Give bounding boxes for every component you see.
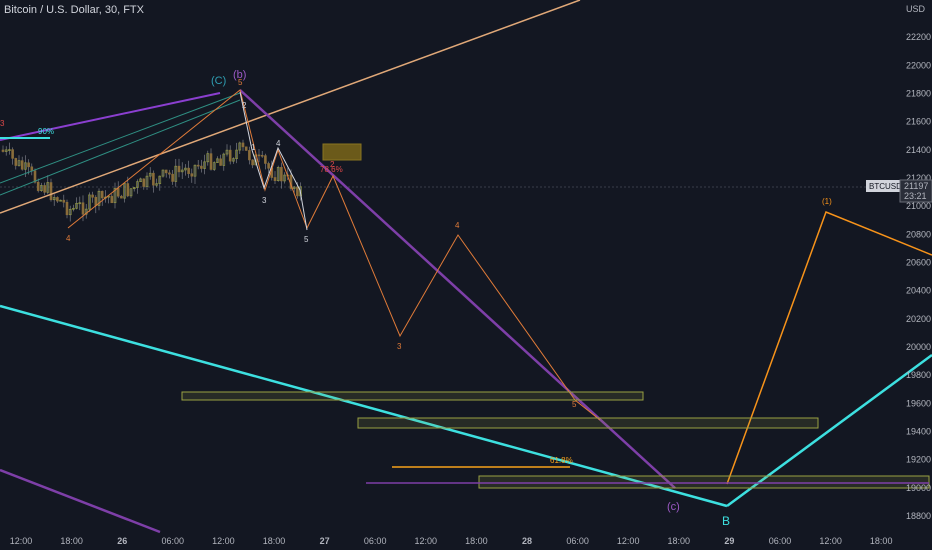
wave-corr-b: (b) — [233, 69, 246, 81]
time-tick-label: 12:00 — [415, 536, 438, 546]
wave-corr-C: (C) — [211, 75, 226, 87]
price-tick-label: 20200 — [906, 314, 931, 324]
fib-90-label: 90% — [38, 127, 54, 136]
pct-label: 78.6% — [320, 165, 343, 174]
time-tick-label: 06:00 — [769, 536, 792, 546]
price-tick-label: 20600 — [906, 258, 931, 268]
purple-lower-line[interactable] — [0, 468, 161, 534]
price-tick-label: 19400 — [906, 427, 931, 437]
time-tick-label: 18:00 — [870, 536, 893, 546]
cyan-rebound-line[interactable] — [726, 353, 932, 508]
wave-corr-c: (c) — [667, 501, 680, 513]
pivot-label: 2 — [330, 160, 335, 169]
teal-channel-line-2[interactable] — [0, 99, 241, 196]
time-tick-label: 12:00 — [617, 536, 640, 546]
support-zone-1[interactable] — [181, 391, 644, 401]
wave-B: B — [722, 514, 730, 528]
symbol-tag — [866, 180, 900, 192]
price-tick-label: 19000 — [906, 483, 931, 493]
price-tag-countdown: 23:21 — [904, 191, 927, 201]
time-tick-label: 06:00 — [364, 536, 387, 546]
wave-white-5: 5 — [304, 235, 309, 244]
price-tick-label: 22200 — [906, 32, 931, 42]
price-tick-label: 21600 — [906, 117, 931, 127]
time-tick-label: 06:00 — [162, 536, 185, 546]
price-tick-label: 21000 — [906, 201, 931, 211]
price-tag-value: 21197 — [904, 181, 928, 191]
wave-projection-line[interactable] — [67, 89, 601, 421]
price-tick-label: 18800 — [906, 511, 931, 521]
wave-upper-left-3: 3 — [0, 119, 5, 128]
price-axis[interactable]: 22200 22000 21800 21600 21400 21200 21000 20800… — [906, 32, 931, 521]
time-tick-label: 18:00 — [668, 536, 691, 546]
wave-big-5: 5 — [572, 400, 577, 409]
cyan-trendline[interactable] — [0, 304, 728, 508]
price-tick-label: 19600 — [906, 398, 931, 408]
fib-618-label: 61.8% — [550, 456, 573, 465]
time-tick-label: 12:00 — [10, 536, 33, 546]
time-tick-label: 29 — [724, 536, 734, 546]
time-tick-label: 06:00 — [566, 536, 589, 546]
time-tick-label: 18:00 — [465, 536, 488, 546]
wave-peak-5: 5 — [238, 78, 243, 87]
time-axis[interactable]: 12:00 18:00 26 06:00 12:00 18:00 27 06:00 12:00 1… — [10, 536, 893, 546]
teal-channel-line-1[interactable] — [0, 92, 241, 184]
wave-white-1: 1 — [251, 143, 256, 152]
price-tick-label: 22000 — [906, 60, 931, 70]
wave-big-3: 3 — [397, 342, 402, 351]
time-tick-label: 27 — [320, 536, 330, 546]
chart-title: Bitcoin / U.S. Dollar, 30, FTX — [4, 4, 144, 16]
wave-big-4: 4 — [455, 221, 460, 230]
time-tick-label: 18:00 — [263, 536, 286, 546]
price-tick-label: 20800 — [906, 229, 931, 239]
price-tick-label: 19200 — [906, 455, 931, 465]
time-tick-label: 12:00 — [819, 536, 842, 546]
wave-low-left-4: 4 — [66, 234, 71, 243]
wave-white-4: 4 — [276, 139, 281, 148]
candlesticks — [1, 139, 302, 222]
support-zone-3[interactable] — [478, 475, 930, 489]
symbol-label: BTCUSD — [869, 182, 902, 191]
price-tick-label: 19800 — [906, 370, 931, 380]
orange-future-path[interactable] — [726, 211, 932, 485]
time-tick-label: 26 — [117, 536, 127, 546]
time-tick-label: 18:00 — [60, 536, 83, 546]
purple-downtrend-line[interactable] — [239, 89, 676, 489]
price-tick-label: 20400 — [906, 286, 931, 296]
support-zone-2[interactable] — [357, 417, 819, 429]
purple-upper-line[interactable] — [0, 92, 221, 141]
price-tag — [899, 179, 932, 203]
currency-label: USD — [906, 4, 926, 14]
price-tick-label: 20000 — [906, 342, 931, 352]
price-tick-label: 21800 — [906, 89, 931, 99]
wave-white-2: 2 — [242, 101, 247, 110]
white-subwave — [239, 91, 308, 231]
resistance-box[interactable] — [322, 143, 362, 161]
time-tick-label: 12:00 — [212, 536, 235, 546]
tan-trendline[interactable] — [0, 0, 581, 214]
wave-white-3: 3 — [262, 196, 267, 205]
price-tick-label: 21400 — [906, 145, 931, 155]
wave-1-paren: (1) — [822, 197, 832, 206]
time-tick-label: 28 — [522, 536, 532, 546]
price-tick-label: 21200 — [906, 173, 931, 183]
